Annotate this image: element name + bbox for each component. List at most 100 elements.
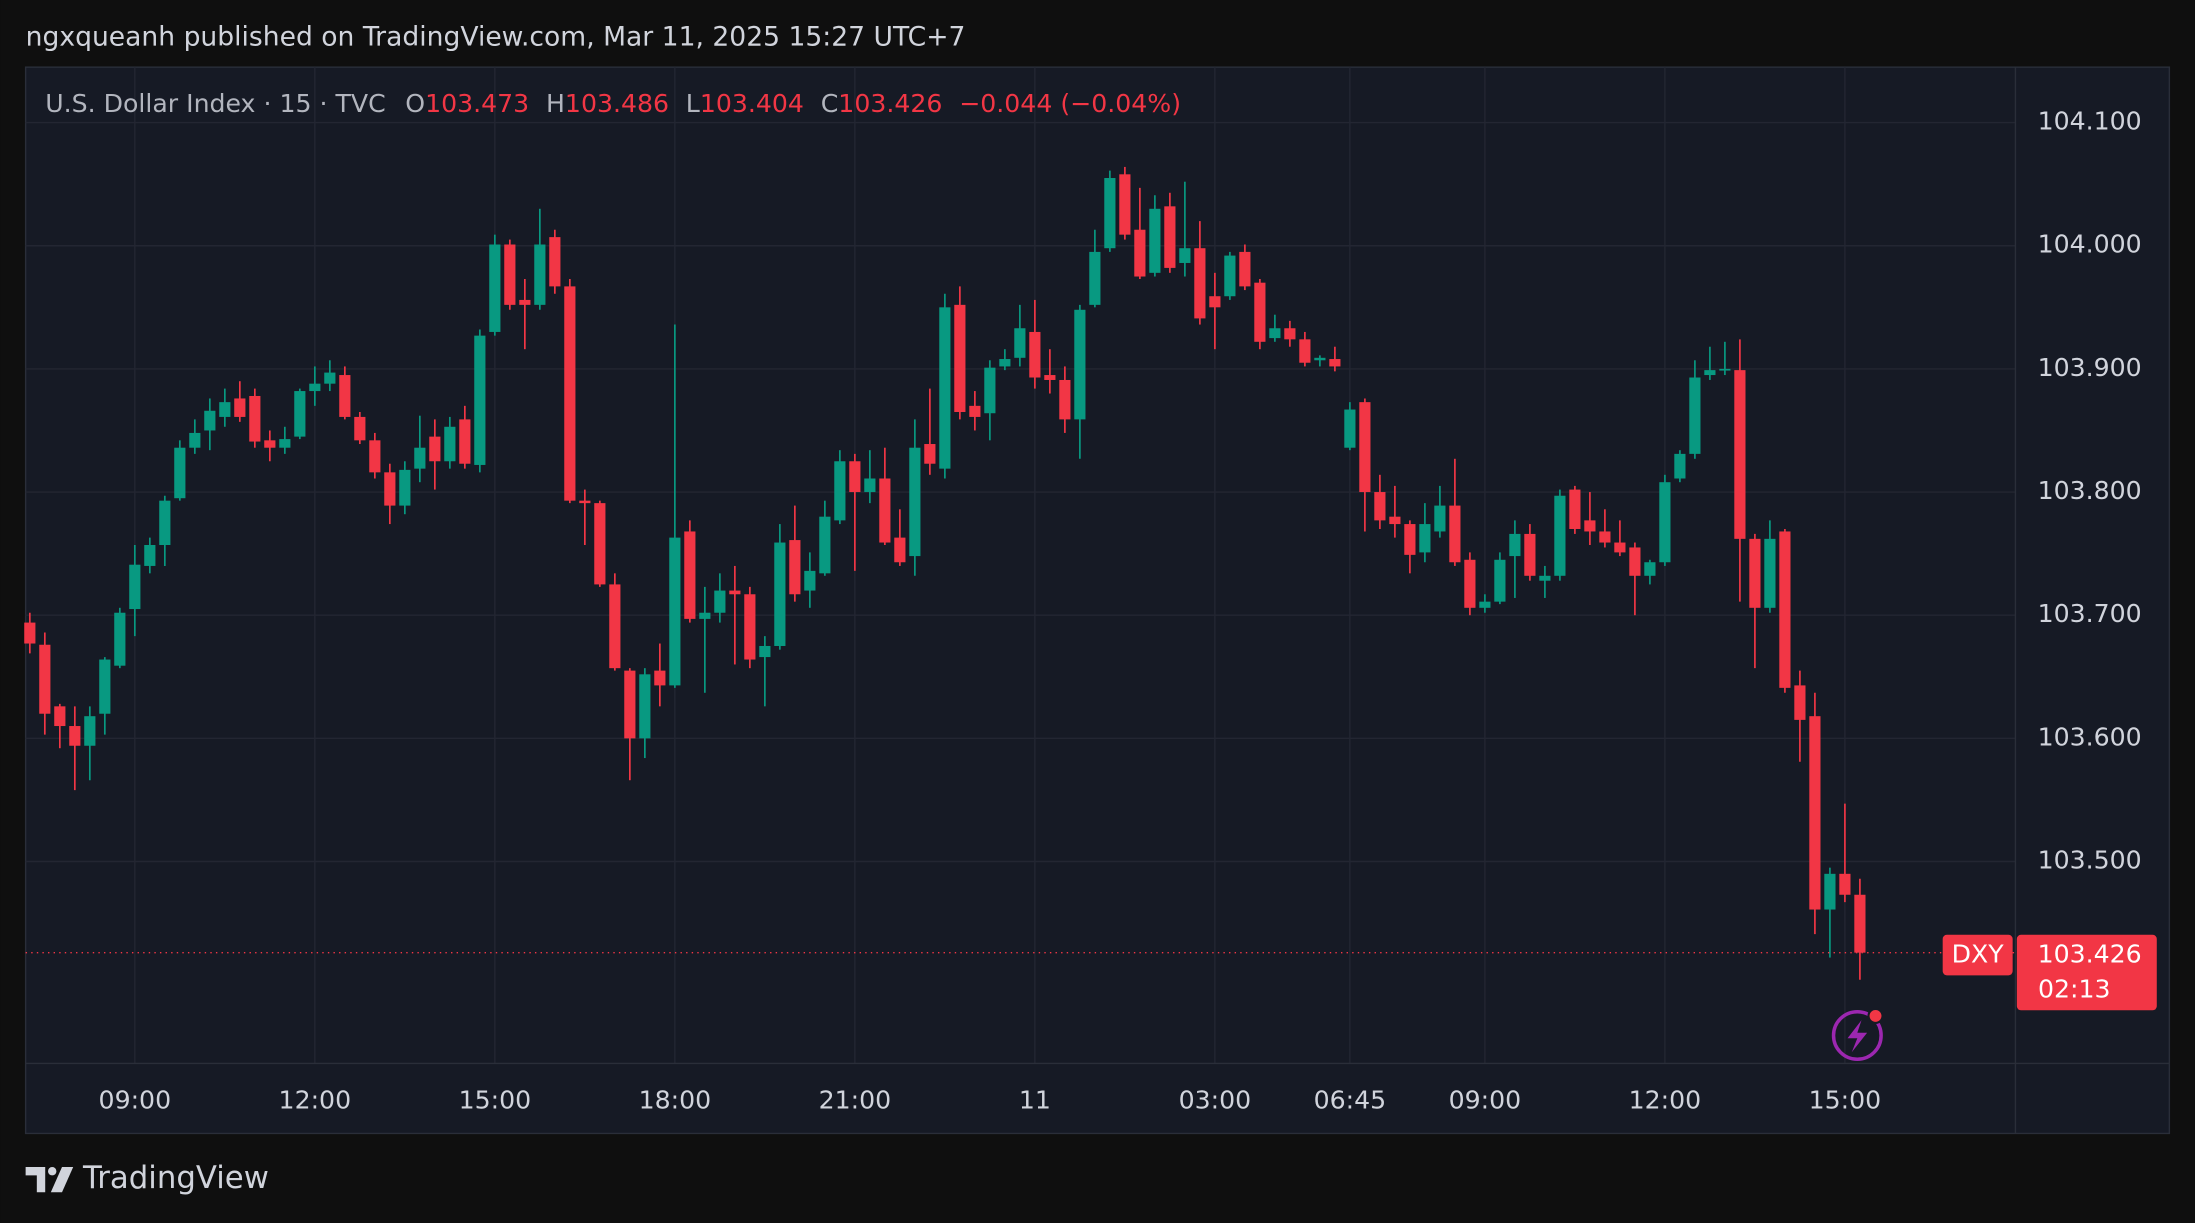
candle-body bbox=[429, 436, 441, 462]
candle-body bbox=[1419, 524, 1431, 553]
candle-body bbox=[864, 478, 876, 493]
candle-body bbox=[1479, 601, 1491, 608]
legend-change: −0.044 (−0.04%) bbox=[959, 89, 1181, 118]
candle-body bbox=[234, 398, 246, 417]
legend-low-label: L bbox=[686, 89, 700, 118]
candle-body bbox=[84, 716, 96, 746]
chart-panel bbox=[24, 66, 2171, 1135]
candle-body bbox=[129, 564, 141, 610]
alert-dot bbox=[1867, 1007, 1884, 1024]
candle-body bbox=[144, 545, 156, 566]
legend-high: 103.486 bbox=[565, 89, 669, 118]
candle-body bbox=[909, 447, 921, 557]
x-tick-label: 03:00 bbox=[1179, 1085, 1252, 1114]
x-tick-label: 09:00 bbox=[1449, 1085, 1522, 1114]
logo-dot bbox=[48, 1167, 57, 1176]
price-tag-value: 103.426 bbox=[2038, 940, 2142, 969]
candle-body bbox=[1449, 505, 1461, 563]
candle-body bbox=[954, 304, 966, 412]
candle-body bbox=[1854, 894, 1866, 953]
candle-body bbox=[1029, 331, 1041, 378]
candle-body bbox=[504, 244, 516, 305]
candle-body bbox=[819, 516, 831, 574]
y-tick-label: 104.100 bbox=[2038, 107, 2142, 136]
candle-body bbox=[1014, 328, 1026, 358]
x-tick-label: 15:00 bbox=[459, 1085, 532, 1114]
alert-bolt bbox=[1847, 1020, 1868, 1053]
y-tick-label: 103.800 bbox=[2038, 476, 2142, 505]
candle-body bbox=[594, 503, 606, 585]
candle-body bbox=[1509, 533, 1521, 557]
candle-body bbox=[1194, 248, 1206, 319]
legend-open-label: O bbox=[405, 89, 425, 118]
candle-body bbox=[624, 670, 636, 739]
candle-body bbox=[1209, 296, 1221, 308]
alert-icon[interactable] bbox=[1831, 1009, 1883, 1062]
candle-body bbox=[564, 286, 576, 501]
candle-body bbox=[669, 537, 681, 686]
candle-body bbox=[1314, 357, 1326, 361]
candle-body bbox=[1359, 402, 1371, 493]
candle-body bbox=[1254, 282, 1266, 342]
brand-name: TradingView bbox=[82, 1160, 269, 1196]
x-tick-label: 11 bbox=[1019, 1085, 1051, 1114]
symbol-tag bbox=[1942, 934, 2013, 976]
y-tick-label: 103.600 bbox=[2038, 722, 2142, 751]
candle-body bbox=[219, 402, 231, 417]
legend-high-label: H bbox=[546, 89, 565, 118]
candle-body bbox=[264, 440, 276, 448]
legend-open: 103.473 bbox=[425, 89, 529, 118]
candle-body bbox=[309, 383, 321, 392]
candle-body bbox=[639, 674, 651, 739]
candle-body bbox=[1179, 248, 1191, 263]
price-tag bbox=[2016, 934, 2157, 1011]
candle-body bbox=[789, 540, 801, 595]
logo-mark bbox=[25, 1167, 46, 1193]
candle-body bbox=[1344, 409, 1356, 448]
y-tick-label: 103.900 bbox=[2038, 353, 2142, 382]
candle-body bbox=[1824, 873, 1836, 910]
x-tick-label: 12:00 bbox=[1629, 1085, 1702, 1114]
candle-body bbox=[999, 359, 1011, 367]
legend-low: 103.404 bbox=[700, 89, 804, 118]
legend: U.S. Dollar Index · 15 · TVC O103.473 H103… bbox=[45, 89, 1181, 118]
legend-symbol: U.S. Dollar Index · 15 · TVC bbox=[45, 89, 385, 118]
candle-body bbox=[354, 416, 366, 441]
candle-body bbox=[414, 447, 426, 469]
x-tick-label: 12:00 bbox=[279, 1085, 352, 1114]
y-tick-label: 103.700 bbox=[2038, 599, 2142, 628]
legend-close: 103.426 bbox=[838, 89, 942, 118]
candle-body bbox=[714, 590, 726, 613]
candle-body bbox=[384, 472, 396, 506]
candle-body bbox=[654, 670, 666, 686]
legend-close-label: C bbox=[821, 89, 839, 118]
countdown: 02:13 bbox=[2038, 975, 2111, 1004]
candle-body bbox=[279, 439, 291, 448]
candle-body bbox=[744, 594, 756, 660]
candle-body bbox=[804, 570, 816, 591]
candle-body bbox=[984, 367, 996, 414]
candle-body bbox=[1044, 375, 1056, 380]
candle-body bbox=[204, 410, 216, 431]
candle-body bbox=[1074, 309, 1086, 420]
candle-body bbox=[1539, 575, 1551, 581]
candle-body bbox=[1299, 339, 1311, 363]
plot bbox=[24, 67, 2016, 1064]
candle-body bbox=[294, 391, 306, 437]
candle-body bbox=[609, 584, 621, 669]
candle-body bbox=[1404, 524, 1416, 555]
candle-body bbox=[1119, 174, 1131, 235]
candle-body bbox=[1464, 559, 1476, 608]
candle-body bbox=[1659, 482, 1671, 563]
x-tick-label: 06:45 bbox=[1314, 1085, 1387, 1114]
candle-body bbox=[1164, 206, 1176, 268]
candle-body bbox=[489, 244, 501, 332]
candle-body bbox=[1569, 489, 1581, 529]
brand-logo bbox=[25, 1167, 74, 1193]
candle-body bbox=[54, 706, 66, 727]
candle-body bbox=[969, 405, 981, 417]
candle-body bbox=[894, 537, 906, 563]
candle-body bbox=[1374, 492, 1386, 521]
